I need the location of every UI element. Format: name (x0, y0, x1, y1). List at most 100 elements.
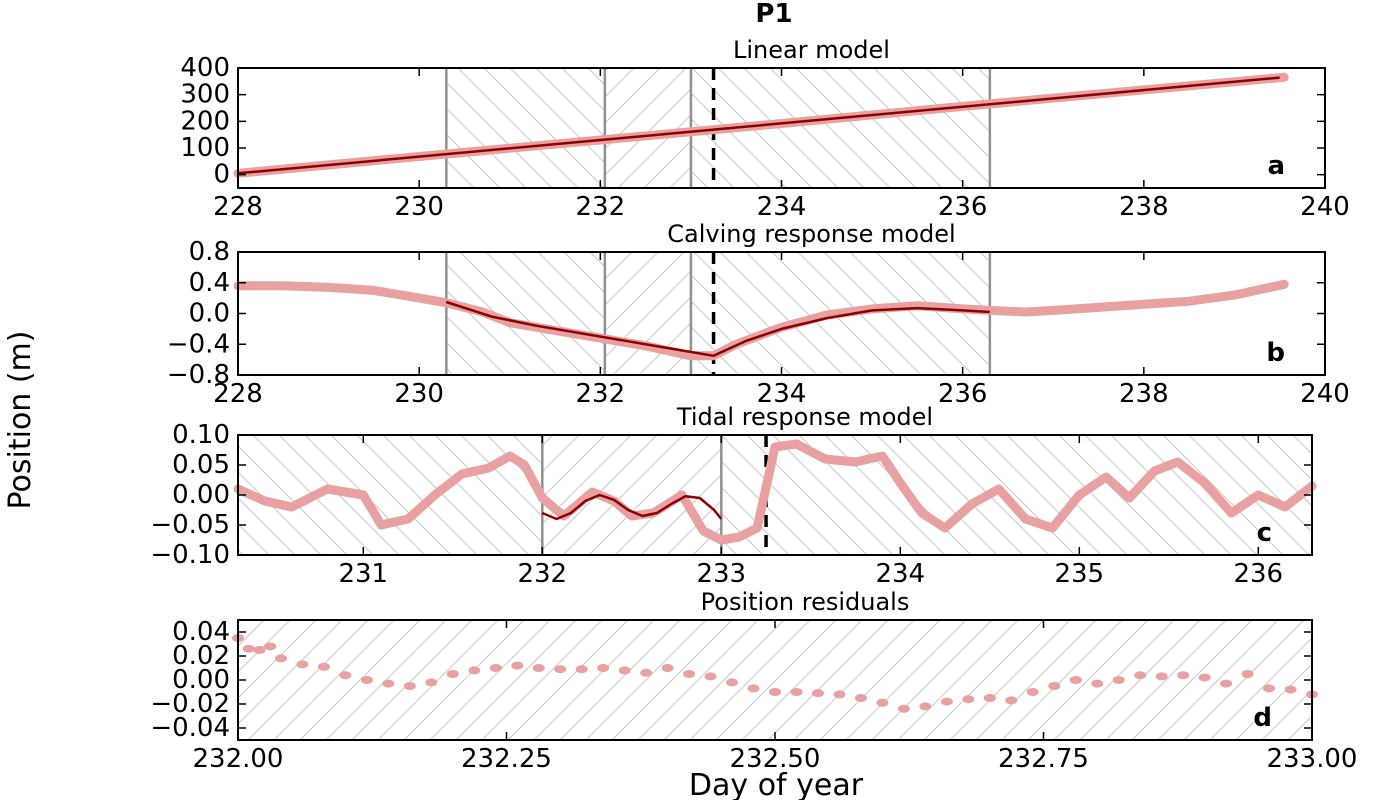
y-tick-label: 0.8 (189, 237, 230, 267)
observed-point (554, 665, 567, 674)
y-tick-label: 400 (180, 53, 230, 83)
observed-point (833, 690, 846, 699)
x-tick-label: 238 (1119, 379, 1169, 409)
observed-point (726, 678, 739, 687)
hatch-region-1 (446, 68, 605, 188)
panel-letter: d (1253, 703, 1272, 733)
x-tick-label: 232 (576, 379, 626, 409)
x-tick-label: 232.00 (193, 744, 284, 774)
observed-point (983, 694, 996, 702)
observed-point (1026, 688, 1039, 696)
observed-point (1069, 676, 1082, 684)
panel-calving-response-model: 228 230 232 234 236 238 240 −0.8−0.40.00.40.8 Ca… (167, 220, 1350, 409)
observed-point (1177, 671, 1190, 680)
observed-point (940, 697, 953, 706)
observed-point (854, 694, 867, 702)
observed-point (339, 671, 352, 680)
y-tick-label: 200 (180, 106, 230, 136)
observed-point (618, 666, 631, 675)
observed-point (1155, 672, 1168, 681)
observed-point (253, 646, 266, 654)
x-tick-label: 234 (875, 559, 925, 589)
observed-point (747, 684, 760, 693)
x-axis-label: Day of year (689, 768, 864, 800)
y-tick-label: 300 (180, 80, 230, 110)
x-tick-label: 234 (757, 192, 807, 222)
observed-point (1091, 679, 1104, 688)
panel-position-residuals: 232.00 232.25 232.50 232.75 233.00 −0.04−0.02… (150, 588, 1357, 774)
x-tick-label: 233.00 (1267, 744, 1358, 774)
observed-point (1048, 682, 1061, 690)
observed-point (1198, 673, 1211, 682)
observed-point (274, 654, 287, 663)
observed-point (403, 682, 416, 690)
model-fit-line (445, 300, 990, 358)
observed-point (532, 664, 545, 672)
x-tick-label: 236 (938, 379, 988, 409)
observed-point (876, 698, 889, 707)
observed-point (446, 670, 459, 678)
panel-title: Position residuals (701, 588, 910, 616)
observed-point (1112, 676, 1125, 684)
y-tick-label: −0.4 (167, 329, 230, 359)
x-tick-label: 232.75 (998, 744, 1089, 774)
observed-point (897, 704, 910, 713)
observed-point (242, 644, 255, 653)
observed-point (1284, 685, 1297, 694)
observed-point (811, 689, 824, 698)
y-tick-label: −0.02 (150, 689, 230, 719)
y-tick-label: −0.8 (167, 360, 230, 390)
y-tick-label: 0.10 (172, 420, 230, 450)
x-tick-label: 232 (517, 559, 567, 589)
y-tick-label: 0.04 (172, 617, 230, 647)
hatch-region-2 (604, 68, 691, 188)
x-tick-label: 231 (338, 559, 388, 589)
figure-title: P1 (755, 0, 792, 29)
observed-point (296, 660, 309, 669)
observed-point (704, 672, 717, 681)
observed-position-series (233, 439, 1317, 545)
x-tick-label: 236 (938, 192, 988, 222)
observed-point (1241, 670, 1254, 678)
observed-point (425, 678, 438, 687)
y-tick-label: 100 (180, 133, 230, 163)
y-tick-label: 0.00 (172, 665, 230, 695)
y-tick-label: 0 (213, 160, 230, 190)
panel-letter: b (1266, 338, 1285, 368)
observed-point (575, 665, 588, 674)
hatch-region-1 (238, 620, 1312, 740)
observed-point (489, 664, 502, 672)
observed-point (661, 664, 674, 672)
x-tick-label: 230 (394, 192, 444, 222)
observed-point (264, 642, 277, 651)
panel-tidal-response-model: 231 232 233 234 235 236 −0.10−0.050.000.050.10… (150, 403, 1317, 589)
observed-point (683, 670, 696, 678)
observed-point (962, 695, 975, 704)
observed-point (468, 666, 481, 675)
panel-title: Tidal response model (676, 403, 933, 431)
y-tick-label: 0.05 (172, 450, 230, 480)
observed-point (1005, 696, 1018, 705)
observed-point (1263, 684, 1276, 693)
observed-point (769, 688, 781, 696)
panel-letter: a (1267, 151, 1285, 181)
x-tick-label: 230 (394, 379, 444, 409)
x-tick-label: 240 (1300, 379, 1350, 409)
observed-point (382, 679, 395, 688)
observed-point (511, 661, 524, 670)
x-tick-label: 233 (696, 559, 746, 589)
y-tick-label: −0.10 (150, 540, 230, 570)
hatch-region-1 (238, 435, 543, 555)
y-tick-label: 0.4 (189, 268, 230, 298)
x-tick-label: 238 (1119, 192, 1169, 222)
hatch-region-2 (542, 435, 722, 555)
y-tick-label: −0.04 (150, 713, 230, 743)
y-tick-label: 0.02 (172, 641, 230, 671)
observed-point (360, 676, 373, 684)
x-tick-label: 234 (757, 379, 807, 409)
model-fit-line (237, 76, 1280, 175)
panel-letter: c (1257, 518, 1272, 548)
observed-point (597, 664, 610, 672)
